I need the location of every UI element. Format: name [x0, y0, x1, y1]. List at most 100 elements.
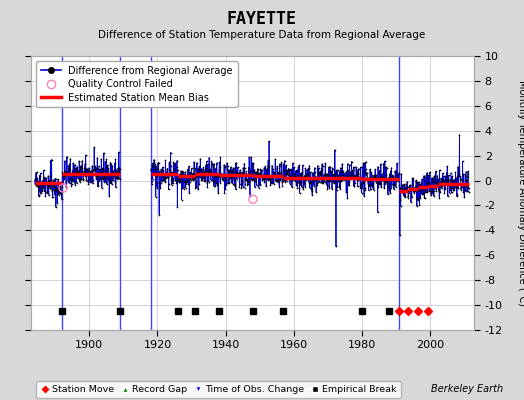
Point: [167, 177, 176, 184]
Point: [294, 175, 303, 182]
Point: [359, 169, 368, 175]
Point: [350, 183, 358, 189]
Point: [227, 164, 235, 170]
Point: [206, 176, 215, 183]
Point: [362, 172, 370, 178]
Point: [209, 164, 217, 170]
Point: [176, 175, 184, 181]
Point: [59, 170, 67, 177]
Point: [280, 167, 289, 173]
Point: [356, 175, 364, 181]
Point: [54, 176, 62, 182]
Point: [171, 178, 180, 184]
Point: [49, 194, 57, 201]
Point: [358, 168, 367, 175]
Point: [413, 187, 422, 193]
Point: [226, 174, 234, 181]
Point: [276, 176, 285, 182]
Point: [355, 166, 363, 172]
Point: [93, 174, 101, 180]
Point: [310, 183, 319, 189]
Point: [68, 170, 76, 176]
Point: [230, 181, 238, 188]
Point: [213, 173, 221, 179]
Point: [405, 188, 413, 194]
Point: [407, 192, 416, 198]
Point: [220, 174, 228, 180]
Point: [357, 182, 365, 188]
Point: [286, 180, 294, 187]
Point: [105, 193, 113, 199]
Point: [400, 192, 408, 199]
Point: [297, 170, 305, 176]
Point: [222, 174, 230, 181]
Point: [168, 169, 176, 176]
Point: [452, 175, 461, 181]
Point: [53, 186, 61, 192]
Point: [162, 175, 170, 182]
Point: [66, 180, 74, 186]
Point: [403, 178, 411, 185]
Point: [191, 174, 200, 180]
Point: [323, 177, 331, 183]
Point: [322, 172, 330, 178]
Point: [164, 174, 172, 181]
Point: [351, 175, 359, 182]
Point: [331, 147, 339, 153]
Point: [69, 160, 78, 166]
Point: [354, 171, 362, 177]
Point: [95, 175, 104, 182]
Point: [209, 178, 217, 184]
Point: [161, 179, 169, 185]
Point: [309, 170, 317, 176]
Point: [435, 189, 444, 195]
Point: [310, 175, 318, 182]
Point: [151, 194, 160, 200]
Point: [194, 170, 202, 176]
Point: [71, 169, 80, 175]
Point: [351, 180, 359, 186]
Point: [253, 169, 261, 175]
Point: [282, 177, 291, 184]
Point: [405, 187, 413, 193]
Point: [375, 178, 384, 184]
Point: [308, 192, 316, 198]
Point: [347, 172, 355, 179]
Point: [114, 174, 122, 181]
Point: [52, 204, 60, 210]
Point: [162, 172, 171, 178]
Point: [275, 169, 283, 175]
Point: [430, 188, 438, 194]
Point: [244, 181, 252, 187]
Point: [262, 171, 270, 178]
Point: [47, 178, 56, 184]
Point: [244, 164, 253, 171]
Point: [182, 173, 191, 179]
Point: [423, 188, 431, 194]
Point: [352, 164, 361, 170]
Point: [71, 169, 80, 176]
Point: [283, 171, 292, 178]
Point: [282, 171, 290, 177]
Point: [68, 178, 77, 184]
Point: [67, 170, 75, 176]
Point: [76, 177, 84, 184]
Point: [212, 174, 221, 180]
Point: [464, 174, 472, 180]
Point: [308, 178, 316, 184]
Point: [186, 170, 194, 177]
Point: [418, 191, 426, 197]
Point: [373, 175, 381, 182]
Point: [384, 191, 392, 198]
Point: [231, 160, 239, 166]
Point: [261, 166, 270, 172]
Point: [69, 177, 77, 183]
Point: [214, 173, 222, 179]
Point: [386, 190, 395, 196]
Point: [170, 170, 179, 176]
Point: [328, 165, 336, 171]
Point: [318, 174, 326, 180]
Point: [213, 173, 222, 179]
Point: [290, 173, 299, 179]
Point: [277, 171, 285, 177]
